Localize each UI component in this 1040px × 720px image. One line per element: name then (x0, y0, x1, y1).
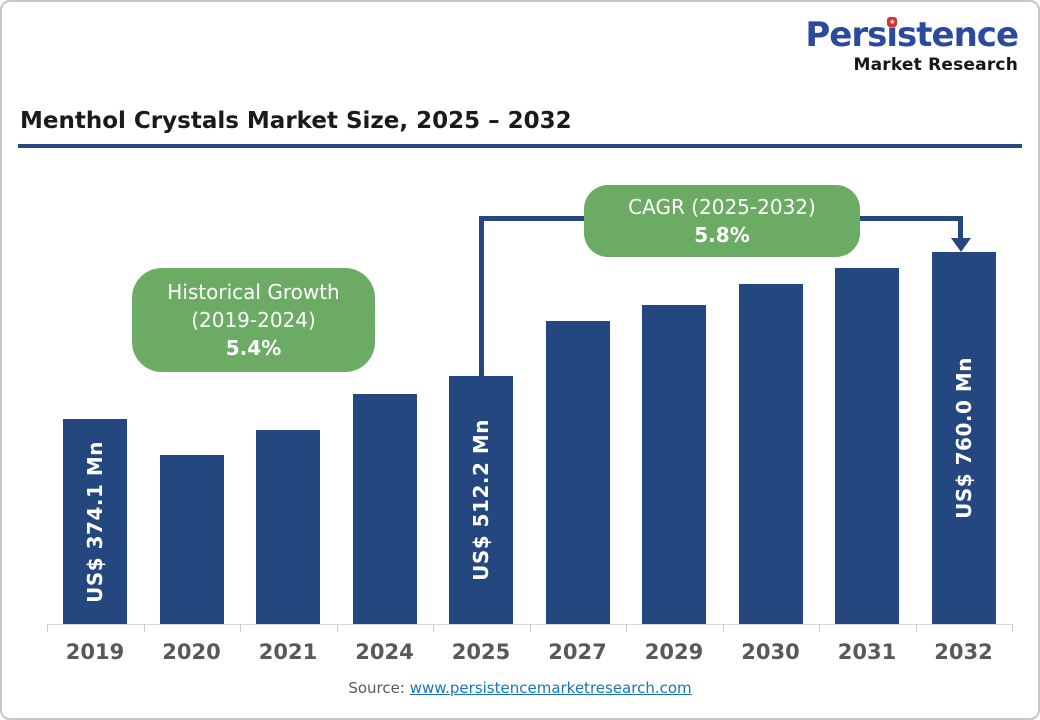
x-axis-tick (336, 624, 338, 632)
cagr-connector-left-vertical (479, 216, 484, 382)
bar-2020 (159, 455, 224, 624)
cagr-connector-right-vertical (958, 216, 963, 240)
bar-value-label-2025: US$ 512.2 Mn (469, 419, 493, 581)
arrow-down-icon (951, 238, 971, 252)
historical-growth-callout: Historical Growth (2019-2024) 5.4% (132, 268, 375, 372)
bar-value-label-2019: US$ 374.1 Mn (83, 440, 107, 603)
page-title: Menthol Crystals Market Size, 2025 – 203… (20, 108, 572, 134)
bar-2030 (738, 284, 803, 624)
x-axis-tick (240, 624, 241, 632)
x-axis-tick (143, 624, 145, 632)
x-axis-tick (433, 624, 434, 632)
x-axis-tick (626, 624, 627, 632)
logo-tagline: Market Research (853, 55, 1018, 75)
logo-brand-post: stence (897, 15, 1019, 55)
x-axis-label-2030: 2030 (741, 640, 800, 664)
x-axis-label-2032: 2032 (934, 640, 993, 664)
x-axis-label-2029: 2029 (644, 640, 704, 664)
bar-2027 (545, 321, 610, 624)
x-axis-tick (529, 624, 531, 632)
source-label: Source: (348, 679, 405, 697)
x-axis-label-2019: 2019 (65, 640, 125, 664)
bar-2025: US$ 512.2 Mn (449, 376, 513, 624)
source-line: Source: www.persistencemarketresearch.co… (2, 679, 1038, 697)
historical-growth-line2: (2019-2024) (191, 308, 316, 332)
logo: Persı ★ stence Market Research (805, 15, 1019, 75)
cagr-line1: CAGR (2025-2032) (628, 195, 816, 219)
bar-value-label-2032: US$ 760.0 Mn (951, 357, 976, 519)
bar-2021 (256, 430, 320, 624)
x-axis-label-2031: 2031 (837, 640, 897, 664)
logo-red-star-icon: ★ (886, 17, 897, 27)
x-axis-tick (1012, 624, 1013, 632)
cagr-connector-right-horizontal (857, 216, 963, 221)
title-underline (18, 144, 1022, 148)
x-axis-label-2024: 2024 (355, 640, 414, 664)
logo-brand: Persı ★ stence (805, 15, 1019, 55)
bar-2019: US$ 374.1 Mn (63, 419, 127, 624)
source-link[interactable]: www.persistencemarketresearch.com (409, 679, 692, 697)
historical-growth-line1: Historical Growth (167, 280, 340, 304)
logo-dotless-i: ı (886, 15, 898, 55)
bar-2024 (352, 394, 417, 624)
cagr-callout: CAGR (2025-2032) 5.8% (584, 185, 860, 257)
x-axis-label-2020: 2020 (162, 640, 221, 664)
x-axis-tick (722, 624, 724, 632)
bar-2032: US$ 760.0 Mn (931, 252, 996, 624)
bar-2031 (835, 268, 899, 624)
logo-letter-i: ı ★ (886, 15, 898, 55)
x-axis-tick (819, 624, 820, 632)
x-axis-label-2021: 2021 (258, 640, 318, 664)
x-axis-tick (915, 624, 917, 632)
cagr-pct: 5.8% (694, 223, 750, 247)
x-axis-tick (47, 624, 48, 632)
bar-2029 (642, 305, 706, 624)
x-axis-label-2025: 2025 (451, 640, 511, 664)
historical-growth-pct: 5.4% (225, 336, 282, 360)
x-axis-label-2027: 2027 (548, 640, 607, 664)
logo-brand-pre: Pers (805, 15, 887, 55)
cagr-connector-left-horizontal (479, 216, 587, 221)
